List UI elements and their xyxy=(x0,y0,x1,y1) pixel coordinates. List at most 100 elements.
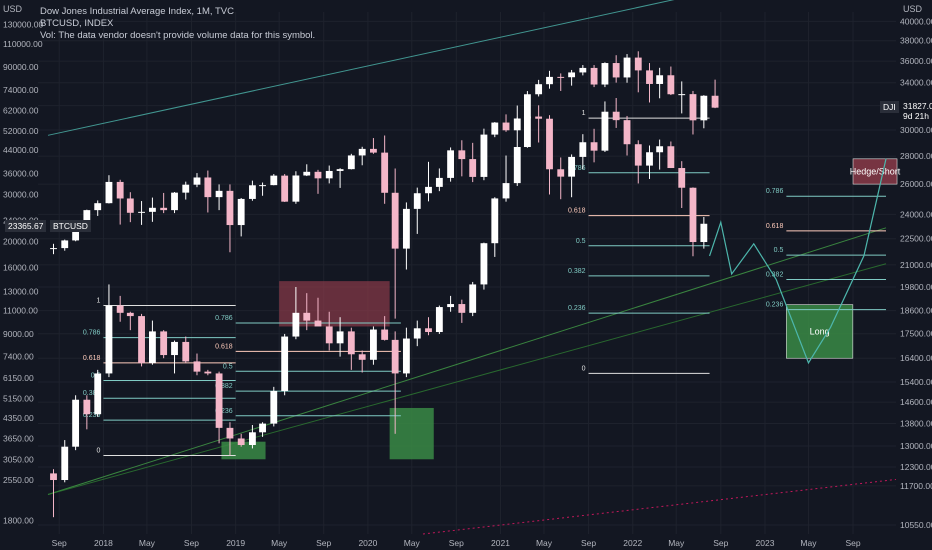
right-axis-tick: 14600.00 xyxy=(900,397,932,407)
btcusd-candle xyxy=(590,142,598,151)
fib-level-label: 0.786 xyxy=(215,315,233,322)
dji-candle xyxy=(711,95,719,108)
dji-candle xyxy=(480,134,488,177)
btcusd-candle xyxy=(458,304,466,313)
dji-candle xyxy=(292,175,300,202)
btcusd-candle xyxy=(270,390,278,424)
right-axis-tick: 38000.00 xyxy=(900,36,932,46)
btcusd-candle xyxy=(72,399,80,447)
dji-candle xyxy=(83,210,91,225)
dji-candle xyxy=(634,57,642,71)
fib-level-label: 0.618 xyxy=(215,343,233,350)
dji-candle xyxy=(612,63,620,78)
dji-candle xyxy=(281,175,289,202)
fib-level-label: 0 xyxy=(582,365,586,372)
dji-candle xyxy=(601,63,609,85)
btcusd-candle xyxy=(193,361,201,372)
dji-candle xyxy=(491,122,499,135)
left-axis-tick: 1800.00 xyxy=(3,515,34,525)
btcusd-candle xyxy=(656,146,664,153)
btcusd-candle xyxy=(568,156,576,177)
dji-candle xyxy=(105,181,113,204)
x-axis-tick: 2020 xyxy=(358,538,377,548)
btcusd-candle xyxy=(171,341,178,356)
chart-title: Dow Jones Industrial Average Index, 1M, … xyxy=(40,6,234,17)
support-box xyxy=(389,407,434,460)
dji-candle xyxy=(469,159,477,177)
fib-level-label: 0.236 xyxy=(83,412,101,419)
left-axis-tick: 3050.00 xyxy=(3,454,34,464)
right-axis-tick: 34000.00 xyxy=(900,78,932,88)
left-axis-tick: 16000.00 xyxy=(3,262,39,272)
fib-level-label: 0.382 xyxy=(83,390,101,397)
fib-level-label: 0.236 xyxy=(766,302,784,309)
dji-candle xyxy=(413,193,421,209)
dji-candle xyxy=(656,75,664,84)
x-axis-tick: Sep xyxy=(52,538,67,548)
dji-candle xyxy=(689,94,697,121)
right-axis-tick: 26000.00 xyxy=(900,179,932,189)
x-axis-tick: 2023 xyxy=(756,538,775,548)
btcusd-candle xyxy=(116,305,124,313)
x-axis-tick: Sep xyxy=(184,538,199,548)
dji-candle xyxy=(667,75,675,95)
dji-candle xyxy=(94,203,102,211)
right-axis-tick: 21000.00 xyxy=(900,260,932,270)
x-axis-tick: Sep xyxy=(713,538,728,548)
dji-candle xyxy=(126,198,134,213)
btcusd-candle xyxy=(204,371,212,374)
fib-level-label: 0.786 xyxy=(83,330,101,337)
left-axis-tick: 11000.00 xyxy=(3,306,38,316)
right-axis-tick: 17500.00 xyxy=(900,329,932,339)
btcusd-candle xyxy=(94,373,102,415)
dji-candle xyxy=(513,118,521,131)
x-axis-tick: Sep xyxy=(581,538,596,548)
left-axis-tick: 4350.00 xyxy=(3,413,34,423)
btcusd-candle xyxy=(469,284,477,313)
dji-candle xyxy=(72,224,80,241)
btcusd-candle xyxy=(325,326,333,344)
btcusd-candle xyxy=(292,312,300,337)
btcusd-candle xyxy=(105,305,113,374)
dji-candle xyxy=(535,84,543,95)
btcusd-candle xyxy=(215,373,223,428)
right-axis-tick: 18600.00 xyxy=(900,306,932,316)
btcusd-candle xyxy=(303,312,311,321)
btcusd-candle xyxy=(138,316,145,364)
left-axis-tick: 74000.00 xyxy=(3,85,39,95)
right-axis-tick: 11700.00 xyxy=(900,481,932,491)
btcusd-candle xyxy=(535,116,543,119)
dji-candle xyxy=(502,122,510,131)
x-axis-tick: 2018 xyxy=(94,538,113,548)
dji-candle xyxy=(435,177,443,187)
zone-label: Long xyxy=(810,326,830,336)
dji-candle xyxy=(215,190,223,198)
volume-note: Vol: The data vendor doesn't provide vol… xyxy=(40,30,316,41)
dji-candle xyxy=(557,76,565,78)
dji-candle xyxy=(61,240,69,249)
right-axis-unit: USD xyxy=(903,4,923,14)
dji-candle xyxy=(226,190,234,226)
x-axis-tick: Sep xyxy=(845,538,860,548)
btcusd-candle xyxy=(259,423,266,433)
dji-candle xyxy=(193,177,201,185)
fib-level-label: 0.618 xyxy=(766,223,784,230)
right-axis-tick: 13000.00 xyxy=(900,441,932,451)
dji-candle xyxy=(237,198,245,226)
dji-candle xyxy=(381,152,389,193)
btcusd-candle xyxy=(623,120,631,145)
right-axis-tick: 30000.00 xyxy=(900,125,932,135)
x-axis-tick: May xyxy=(800,538,817,548)
dji-candle xyxy=(248,185,256,199)
dji-candle xyxy=(149,207,156,212)
x-axis-tick: 2021 xyxy=(491,538,510,548)
channel-line xyxy=(47,263,887,495)
right-axis-tick: 16400.00 xyxy=(900,353,932,363)
btcusd-candle xyxy=(381,329,389,340)
btcusd-candle xyxy=(689,187,697,243)
channel-line xyxy=(47,0,675,136)
btcusd-candle xyxy=(447,304,455,308)
fib-level-label: 1 xyxy=(97,298,101,305)
dji-candle xyxy=(678,94,686,96)
